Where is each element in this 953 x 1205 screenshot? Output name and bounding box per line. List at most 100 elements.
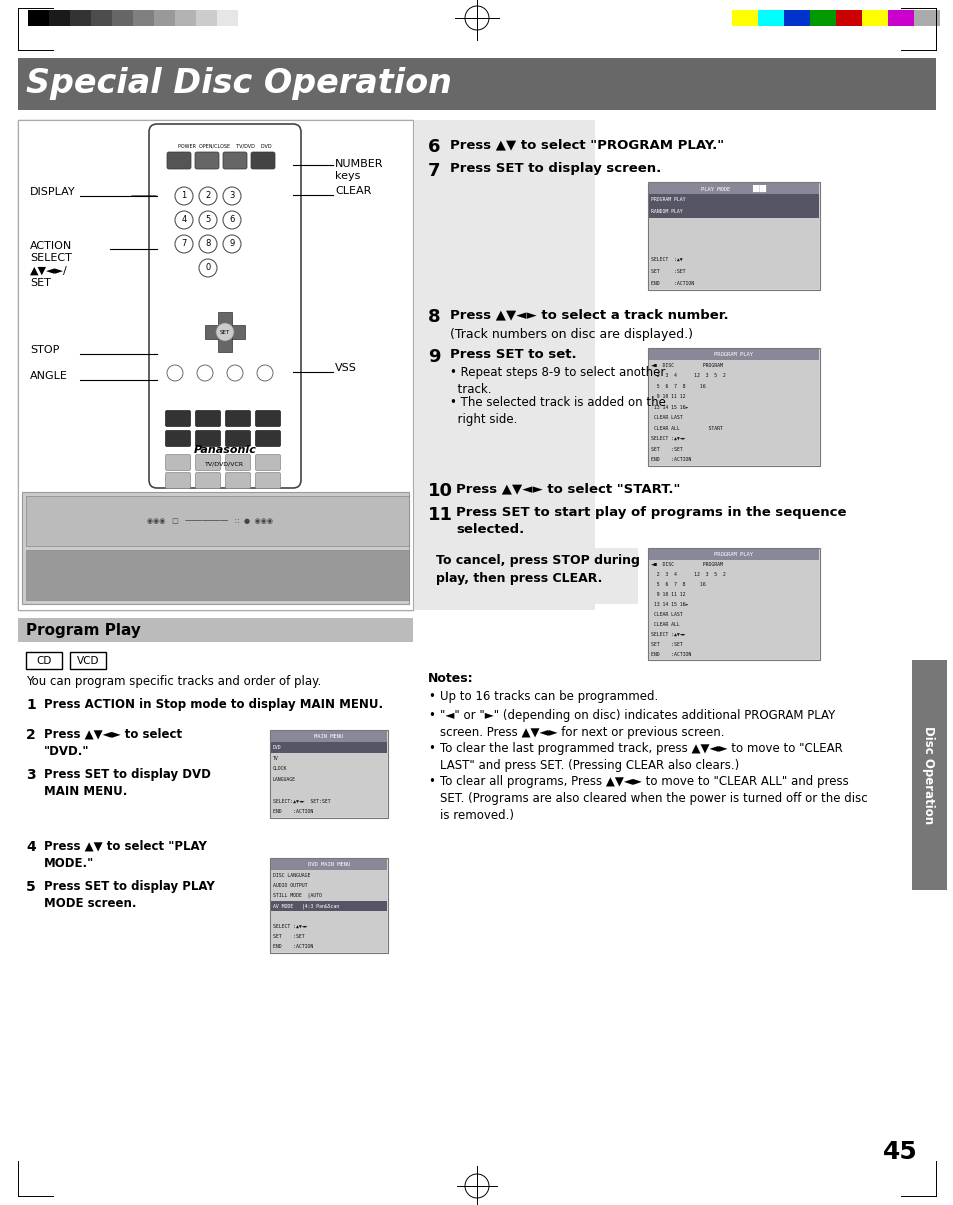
FancyBboxPatch shape bbox=[167, 152, 191, 169]
Circle shape bbox=[223, 235, 241, 253]
Text: ◄: ◄ bbox=[195, 327, 203, 337]
Bar bbox=[22, 492, 409, 604]
Bar bbox=[913, 10, 939, 27]
Text: SET    :SET: SET :SET bbox=[650, 447, 682, 452]
Text: END    :ACTION: END :ACTION bbox=[650, 652, 691, 657]
Bar bbox=[195, 10, 216, 27]
Text: 9 10 11 12: 9 10 11 12 bbox=[650, 592, 685, 598]
Circle shape bbox=[199, 259, 216, 277]
Text: Press ▲▼◄► to select "START.": Press ▲▼◄► to select "START." bbox=[456, 482, 679, 495]
Text: TV: TV bbox=[273, 756, 278, 760]
Text: CD: CD bbox=[36, 656, 51, 665]
Bar bbox=[218, 312, 232, 352]
Text: •: • bbox=[428, 742, 435, 756]
Bar bbox=[18, 120, 413, 610]
Text: DVD MAIN MENU: DVD MAIN MENU bbox=[308, 862, 350, 866]
Text: Press ▲▼◄► to select
"DVD.": Press ▲▼◄► to select "DVD." bbox=[44, 728, 182, 758]
Text: TV/DVD/VCR: TV/DVD/VCR bbox=[205, 462, 244, 466]
Bar bbox=[648, 549, 818, 560]
Text: VSS: VSS bbox=[335, 363, 356, 374]
Text: STOP: STOP bbox=[30, 345, 59, 355]
Text: 1: 1 bbox=[26, 698, 35, 712]
Circle shape bbox=[256, 365, 273, 381]
Text: Press SET to display PLAY
MODE screen.: Press SET to display PLAY MODE screen. bbox=[44, 880, 214, 910]
Bar bbox=[26, 549, 409, 600]
Text: ◄■  DISC          PROGRAM: ◄■ DISC PROGRAM bbox=[650, 363, 722, 368]
FancyBboxPatch shape bbox=[165, 430, 191, 447]
Bar bbox=[271, 731, 387, 742]
Bar bbox=[271, 742, 387, 753]
Text: Notes:: Notes: bbox=[428, 672, 473, 684]
Bar bbox=[271, 742, 387, 817]
Text: 13 14 15 16►: 13 14 15 16► bbox=[650, 405, 688, 410]
Text: Up to 16 tracks can be programmed.: Up to 16 tracks can be programmed. bbox=[439, 690, 658, 703]
Text: 5  6  7  8     16: 5 6 7 8 16 bbox=[650, 383, 705, 389]
Text: 2  3  4      12  3  5  2: 2 3 4 12 3 5 2 bbox=[650, 374, 725, 378]
Circle shape bbox=[199, 211, 216, 229]
Bar bbox=[731, 10, 758, 27]
Bar bbox=[49, 10, 70, 27]
Text: 6: 6 bbox=[428, 139, 440, 155]
Text: DISC LANGUAGE: DISC LANGUAGE bbox=[273, 872, 310, 877]
Bar bbox=[647, 548, 820, 660]
Text: 4: 4 bbox=[26, 840, 35, 854]
Text: 5: 5 bbox=[26, 880, 35, 894]
Text: 8: 8 bbox=[428, 308, 440, 327]
Text: 3: 3 bbox=[229, 192, 234, 200]
Text: •: • bbox=[428, 775, 435, 788]
Text: • The selected track is added on the
  right side.: • The selected track is added on the rig… bbox=[450, 396, 665, 427]
Text: (Track numbers on disc are displayed.): (Track numbers on disc are displayed.) bbox=[450, 328, 692, 341]
Text: •: • bbox=[428, 690, 435, 703]
Text: 10: 10 bbox=[428, 482, 453, 500]
Text: CLEAR ALL: CLEAR ALL bbox=[650, 622, 679, 627]
Text: SELECT :▲▼◄►: SELECT :▲▼◄► bbox=[273, 924, 307, 929]
Text: "◄" or "►" (depending on disc) indicates additional PROGRAM PLAY
screen. Press ▲: "◄" or "►" (depending on disc) indicates… bbox=[439, 709, 835, 739]
Text: SET: SET bbox=[220, 329, 230, 335]
Text: PLAY MODE       ████: PLAY MODE ████ bbox=[700, 184, 765, 192]
Text: You can program specific tracks and order of play.: You can program specific tracks and orde… bbox=[26, 676, 321, 688]
Bar bbox=[648, 183, 818, 194]
Text: Press ▲▼ to select "PLAY
MODE.": Press ▲▼ to select "PLAY MODE." bbox=[44, 840, 207, 870]
Text: AV MODE   |4:3 Pan&Scan: AV MODE |4:3 Pan&Scan bbox=[273, 903, 338, 909]
Text: 2: 2 bbox=[205, 192, 211, 200]
Bar bbox=[26, 652, 62, 669]
Text: CLOCK: CLOCK bbox=[273, 766, 287, 771]
Text: SET     :SET: SET :SET bbox=[650, 269, 685, 274]
Text: 6: 6 bbox=[229, 216, 234, 224]
Text: DISPLAY: DISPLAY bbox=[30, 187, 75, 196]
FancyBboxPatch shape bbox=[225, 454, 251, 470]
Circle shape bbox=[174, 235, 193, 253]
Bar bbox=[647, 182, 820, 290]
Text: 0: 0 bbox=[205, 264, 211, 272]
Text: 3: 3 bbox=[26, 768, 35, 782]
Bar bbox=[132, 10, 153, 27]
Bar bbox=[783, 10, 809, 27]
Text: END     :ACTION: END :ACTION bbox=[650, 281, 694, 286]
FancyBboxPatch shape bbox=[911, 660, 946, 890]
Text: Disc Operation: Disc Operation bbox=[922, 725, 935, 824]
Text: 7: 7 bbox=[428, 161, 440, 180]
Bar bbox=[835, 10, 862, 27]
Text: 11: 11 bbox=[428, 506, 453, 524]
Text: AUDIO OUTPUT: AUDIO OUTPUT bbox=[273, 883, 307, 888]
FancyBboxPatch shape bbox=[195, 472, 220, 488]
Text: 2  3  4      12  3  5  2: 2 3 4 12 3 5 2 bbox=[650, 572, 725, 577]
Bar bbox=[18, 120, 413, 610]
Bar bbox=[271, 901, 387, 911]
Text: STILL MODE  |AUTO: STILL MODE |AUTO bbox=[273, 893, 321, 899]
Text: To clear the last programmed track, press ▲▼◄► to move to "CLEAR
LAST" and press: To clear the last programmed track, pres… bbox=[439, 742, 841, 772]
FancyBboxPatch shape bbox=[251, 152, 274, 169]
Text: 5  6  7  8     16: 5 6 7 8 16 bbox=[650, 582, 705, 587]
Text: CLEAR ALL          START: CLEAR ALL START bbox=[650, 425, 722, 430]
Text: • Repeat steps 8-9 to select another
  track.: • Repeat steps 8-9 to select another tra… bbox=[450, 366, 664, 396]
Circle shape bbox=[196, 365, 213, 381]
Text: CLEAR: CLEAR bbox=[335, 186, 371, 196]
Bar bbox=[809, 10, 835, 27]
Text: END    :ACTION: END :ACTION bbox=[273, 809, 313, 815]
FancyBboxPatch shape bbox=[255, 472, 280, 488]
Bar bbox=[648, 194, 818, 289]
Circle shape bbox=[174, 187, 193, 205]
Text: END    :ACTION: END :ACTION bbox=[273, 945, 313, 950]
Text: CLEAR LAST: CLEAR LAST bbox=[650, 612, 682, 617]
FancyBboxPatch shape bbox=[223, 152, 247, 169]
